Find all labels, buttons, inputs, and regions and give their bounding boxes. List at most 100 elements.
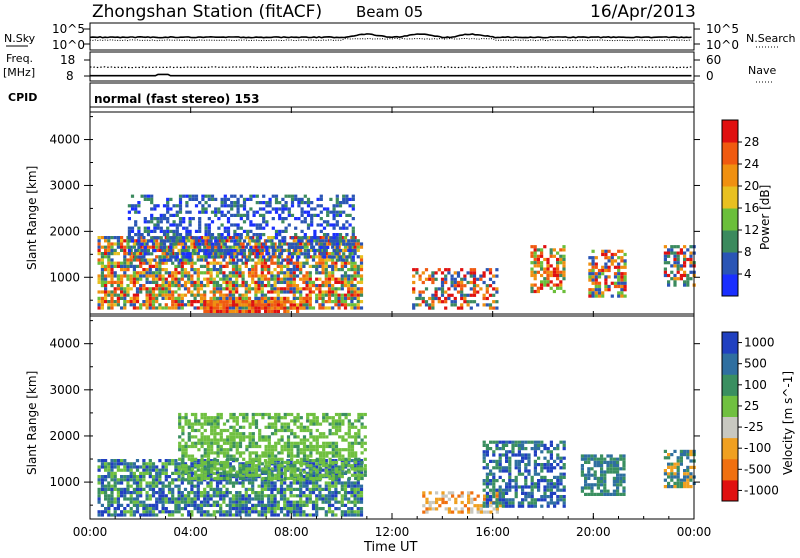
heatmap-cell	[149, 297, 152, 300]
heatmap-cell	[338, 413, 341, 416]
heatmap-cell	[239, 435, 242, 438]
heatmap-cell	[592, 269, 595, 272]
heatmap-cell	[219, 303, 222, 306]
heatmap-cell	[598, 269, 601, 272]
heatmap-cell	[307, 223, 310, 226]
heatmap-cell	[238, 501, 241, 504]
heatmap-cell	[309, 278, 312, 281]
heatmap-cell	[277, 419, 280, 422]
heatmap-cell	[349, 204, 352, 207]
heatmap-cell	[595, 285, 598, 288]
heatmap-cell	[283, 497, 286, 500]
heatmap-cell	[219, 488, 222, 491]
heatmap-cell	[158, 268, 161, 271]
heatmap-cell	[101, 271, 104, 274]
heatmap-cell	[562, 264, 565, 267]
heatmap-cell	[460, 287, 463, 290]
heatmap-cell	[300, 439, 303, 442]
heatmap-cell	[165, 501, 168, 504]
heatmap-cell	[173, 230, 176, 233]
heatmap-cell	[268, 413, 271, 416]
heatmap-cell	[255, 451, 258, 454]
heatmap-cell	[310, 201, 313, 204]
heatmap-cell	[207, 439, 210, 442]
heatmap-cell	[230, 239, 233, 242]
heatmap-cell	[104, 488, 107, 491]
heatmap-cell	[176, 236, 179, 239]
heatmap-cell	[226, 439, 229, 442]
heatmap-cell	[126, 497, 129, 500]
heatmap-cell	[181, 501, 184, 504]
heatmap-cell	[309, 423, 312, 426]
heatmap-cell	[425, 268, 428, 271]
heatmap-cell	[238, 239, 241, 242]
heatmap-cell	[213, 310, 216, 313]
heatmap-cell	[540, 252, 543, 255]
heatmap-cell	[168, 274, 171, 277]
heatmap-cell	[348, 419, 351, 422]
heatmap-cell	[293, 281, 296, 284]
colorbar-swatch	[722, 208, 738, 231]
heatmap-cell	[547, 495, 550, 498]
heatmap-cell	[680, 248, 683, 251]
heatmap-cell	[136, 306, 139, 309]
heatmap-cell	[160, 227, 163, 230]
heatmap-cell	[123, 252, 126, 255]
heatmap-cell	[364, 471, 367, 474]
heatmap-cell	[265, 201, 268, 204]
heatmap-cell	[213, 262, 216, 265]
heatmap-cell	[142, 513, 145, 516]
heatmap-cell	[483, 441, 486, 444]
heatmap-cell	[235, 491, 238, 494]
heatmap-cell	[203, 488, 206, 491]
heatmap-cell	[136, 300, 139, 303]
heatmap-cell	[357, 268, 360, 271]
heatmap-cell	[354, 458, 357, 461]
heatmap-cell	[258, 485, 261, 488]
heatmap-cell	[550, 248, 553, 251]
heatmap-cell	[290, 488, 293, 491]
heatmap-cell	[284, 442, 287, 445]
heatmap-cell	[152, 481, 155, 484]
heatmap-cell	[229, 435, 232, 438]
heatmap-cell	[226, 510, 229, 513]
heatmap-cell	[460, 307, 463, 310]
heatmap-cell	[229, 310, 232, 313]
heatmap-cell	[294, 195, 297, 198]
heatmap-cell	[534, 505, 537, 508]
heatmap-cell	[174, 306, 177, 309]
heatmap-cell	[307, 198, 310, 201]
heatmap-cell	[300, 477, 303, 480]
heatmap-cell	[325, 265, 328, 268]
heatmap-cell	[253, 239, 256, 242]
heatmap-cell	[245, 284, 248, 287]
heatmap-cell	[518, 447, 521, 450]
heatmap-cell	[178, 467, 181, 470]
heatmap-cell	[134, 255, 137, 258]
heatmap-cell	[243, 220, 246, 223]
heatmap-cell	[165, 510, 168, 513]
heatmap-cell	[290, 419, 293, 422]
heatmap-cell	[258, 494, 261, 497]
heatmap-cell	[134, 249, 137, 252]
heatmap-cell	[114, 472, 117, 475]
heatmap-cell	[174, 303, 177, 306]
heatmap-cell	[345, 461, 348, 464]
heatmap-cell	[171, 281, 174, 284]
heatmap-cell	[559, 271, 562, 274]
heatmap-cell	[477, 511, 480, 514]
heatmap-cell	[192, 198, 195, 201]
heatmap-cell	[274, 413, 277, 416]
heatmap-cell	[114, 481, 117, 484]
heatmap-cell	[190, 481, 193, 484]
heatmap-cell	[165, 294, 168, 297]
heatmap-cell	[253, 214, 256, 217]
heatmap-cell	[483, 495, 486, 498]
heatmap-cell	[281, 207, 284, 210]
heatmap-cell	[269, 255, 272, 258]
heatmap-cell	[261, 278, 264, 281]
heatmap-cell	[556, 287, 559, 290]
heatmap-cell	[322, 448, 325, 451]
heatmap-cell	[178, 497, 181, 500]
heatmap-cell	[137, 243, 140, 246]
